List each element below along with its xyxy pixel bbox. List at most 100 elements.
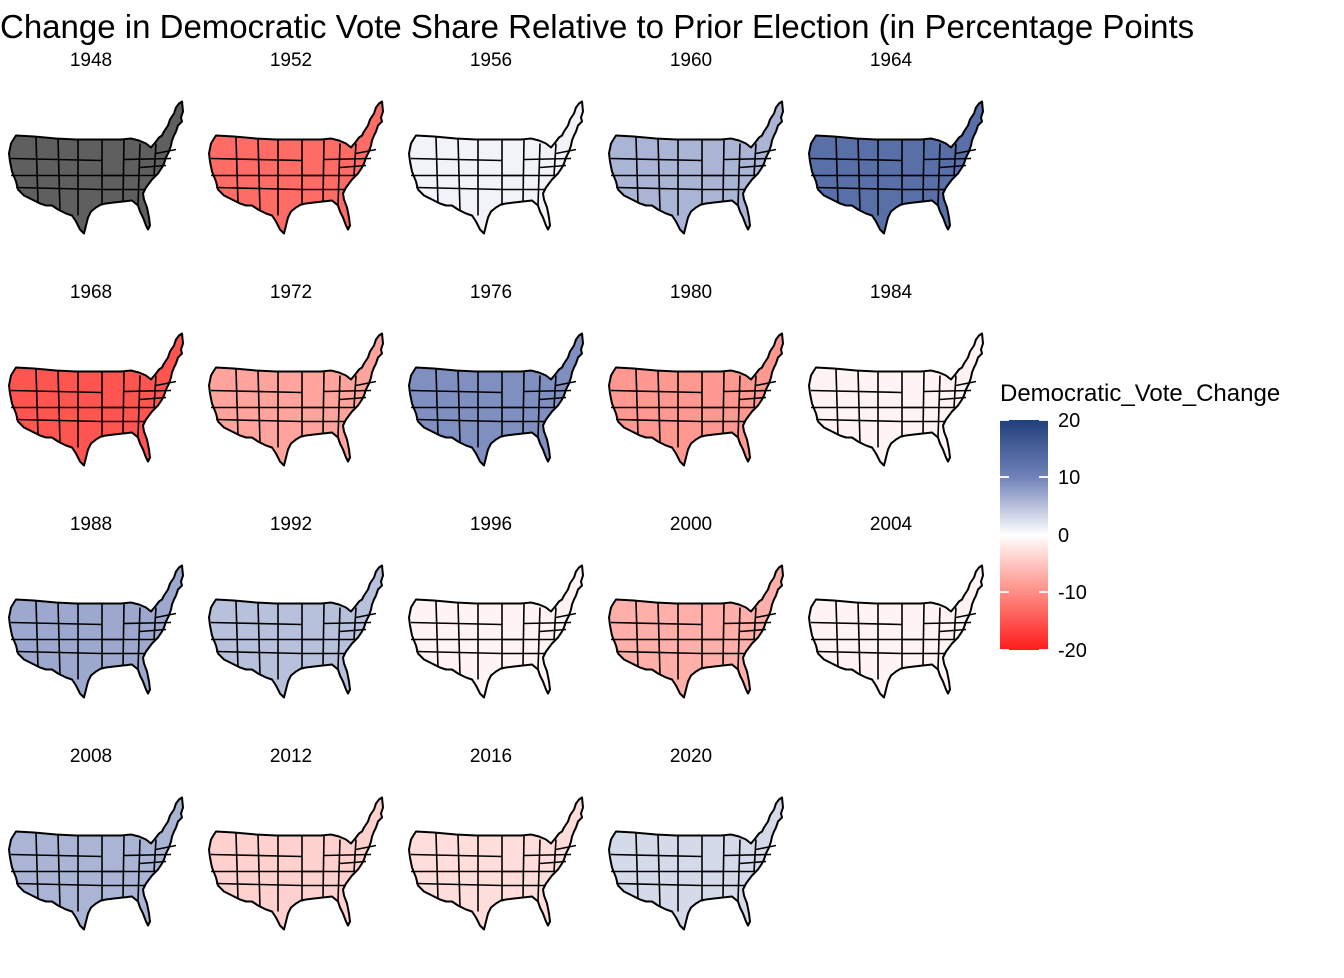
- state-border-line: [323, 389, 372, 393]
- us-map-shape: [808, 332, 984, 467]
- state-border-line: [410, 389, 503, 394]
- state-border-line: [35, 369, 39, 436]
- us-state-map: [8, 332, 184, 467]
- legend: Democratic_Vote_Change 20 10 0 -10 -20: [1000, 380, 1344, 680]
- state-border-line: [610, 157, 703, 162]
- state-border-line: [215, 882, 303, 887]
- state-border-line: [523, 157, 572, 161]
- state-border-line: [123, 157, 172, 161]
- state-borders: [810, 601, 977, 680]
- state-border-line: [635, 369, 639, 436]
- state-border-line: [410, 157, 503, 162]
- state-borders: [810, 369, 977, 448]
- us-map-shape: [208, 796, 384, 931]
- panel-year-label: 1976: [469, 282, 513, 303]
- map-panel-1984: 1984: [806, 282, 986, 514]
- state-border-line: [722, 603, 725, 666]
- panel-year-label: 2020: [669, 746, 713, 767]
- us-map-shape: [408, 100, 584, 235]
- state-borders: [410, 369, 577, 448]
- panel-year-label: 1996: [469, 514, 513, 535]
- state-border-line: [339, 628, 367, 633]
- state-border-line: [122, 139, 125, 202]
- us-map-shape: [8, 564, 184, 699]
- panel-year-label: 1984: [869, 282, 913, 303]
- state-border-line: [35, 601, 39, 668]
- state-border-line: [155, 844, 177, 851]
- state-borders: [410, 833, 577, 912]
- state-border-line: [210, 621, 303, 626]
- state-border-line: [337, 143, 341, 206]
- us-map-shape: [608, 100, 784, 235]
- legend-title: Democratic_Vote_Change: [1000, 380, 1281, 407]
- panel-year-label: 1952: [269, 50, 313, 71]
- state-border-line: [215, 418, 303, 423]
- state-border-line: [355, 612, 377, 619]
- state-border-line: [610, 853, 703, 858]
- state-border-line: [139, 396, 167, 401]
- us-map-shape: [608, 564, 784, 699]
- state-border-line: [810, 157, 903, 162]
- state-border-line: [137, 375, 141, 438]
- state-border-line: [155, 612, 177, 619]
- state-border-line: [555, 380, 577, 387]
- legend-tick-label: 0: [1058, 525, 1070, 547]
- state-border-line: [123, 389, 172, 393]
- state-border-line: [635, 833, 639, 900]
- map-panel-2016: 2016: [406, 746, 586, 978]
- panel-year-label: 1964: [869, 50, 913, 71]
- state-border-line: [410, 853, 503, 858]
- us-state-map: [8, 796, 184, 931]
- state-border-line: [835, 137, 839, 204]
- us-map-shape: [808, 100, 984, 235]
- state-border-line: [355, 380, 377, 387]
- state-border-line: [215, 650, 303, 655]
- state-border-line: [537, 839, 541, 902]
- state-border-line: [810, 621, 903, 626]
- state-border-line: [937, 143, 941, 206]
- state-border-line: [835, 369, 839, 436]
- state-border-line: [415, 882, 503, 887]
- us-state-map: [808, 332, 984, 467]
- state-border-line: [15, 418, 103, 423]
- us-map-shape: [408, 564, 584, 699]
- state-borders: [10, 369, 177, 448]
- state-border-line: [610, 621, 703, 626]
- panel-year-label: 1968: [69, 282, 113, 303]
- state-borders: [10, 601, 177, 680]
- state-border-line: [215, 186, 303, 191]
- state-border-line: [415, 418, 503, 423]
- state-border-line: [339, 860, 367, 865]
- state-border-line: [835, 601, 839, 668]
- legend-tick-label: 10: [1058, 467, 1081, 489]
- us-state-map: [208, 796, 384, 931]
- state-border-line: [615, 882, 703, 887]
- state-border-line: [522, 139, 525, 202]
- state-border-line: [10, 389, 103, 394]
- state-border-line: [537, 375, 541, 438]
- us-state-map: [608, 564, 784, 699]
- state-border-line: [523, 621, 572, 625]
- state-border-line: [723, 621, 772, 625]
- state-borders: [210, 601, 377, 680]
- state-border-line: [923, 389, 972, 393]
- state-border-line: [955, 612, 977, 619]
- us-map-shape: [408, 332, 584, 467]
- state-border-line: [937, 375, 941, 438]
- panel-year-label: 1992: [269, 514, 313, 535]
- state-border-line: [922, 139, 925, 202]
- state-border-line: [435, 601, 439, 668]
- state-border-line: [155, 380, 177, 387]
- state-border-line: [339, 164, 367, 169]
- us-map-shape: [208, 100, 384, 235]
- us-map-shape: [8, 796, 184, 931]
- us-map-shape: [608, 332, 784, 467]
- state-border-line: [235, 833, 239, 900]
- state-border-line: [939, 628, 967, 633]
- state-border-line: [539, 164, 567, 169]
- state-border-line: [923, 621, 972, 625]
- us-map-shape: [8, 100, 184, 235]
- state-border-line: [555, 844, 577, 851]
- state-border-line: [635, 137, 639, 204]
- state-border-line: [15, 186, 103, 191]
